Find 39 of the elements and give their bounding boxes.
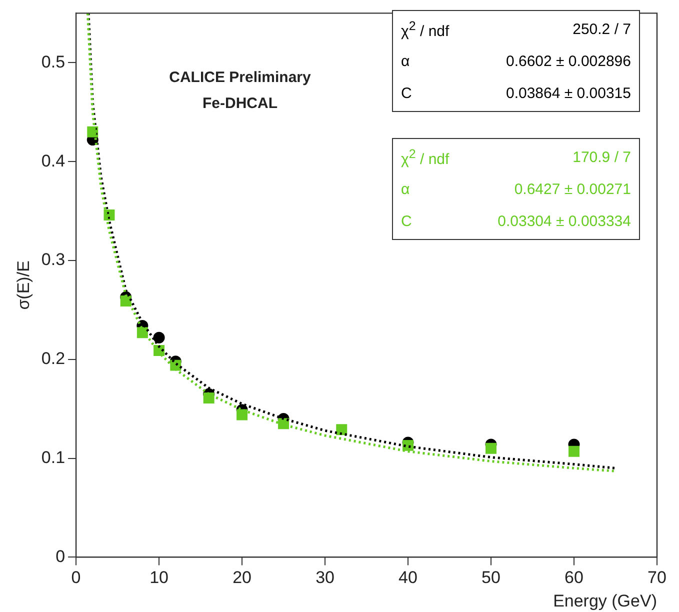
x-tick-label: 50 — [482, 568, 500, 588]
annotation: χ$^{2}$ / ndf — [401, 146, 450, 168]
point — [486, 442, 496, 454]
y-tick-label: 0 — [56, 546, 66, 566]
y-axis-title: σ(E)/E — [14, 260, 33, 310]
point — [203, 392, 214, 404]
annotation: χ$^{2}$ / ndf — [401, 18, 450, 40]
annotation: 0.6602 ± 0.002896 — [506, 52, 631, 70]
annotation: C — [401, 212, 412, 230]
annotation: 0.03864 ± 0.00315 — [506, 84, 631, 102]
annotation: α — [401, 180, 410, 198]
x-tick-label: 10 — [150, 568, 168, 588]
y-tick-label: 0.4 — [41, 151, 66, 170]
y-tick-label: 0.5 — [41, 52, 66, 72]
annotation: 0.03304 ± 0.003334 — [498, 212, 631, 230]
point — [236, 409, 248, 420]
x-tick-label: 40 — [398, 568, 418, 588]
annotation: α — [401, 52, 410, 70]
annotation: CALICE Preliminary — [168, 68, 312, 88]
annotation: 0.6427 ± 0.00271 — [514, 180, 631, 198]
x-tick-label: 60 — [564, 568, 584, 588]
x-axis-title: Energy (GeV) — [553, 591, 657, 610]
point — [568, 446, 580, 457]
x-tick-label: 20 — [232, 568, 252, 588]
y-tick-label: 0.3 — [41, 250, 66, 270]
annotation: 170.9 / 7 — [572, 148, 631, 166]
y-tick-label: 0.2 — [41, 349, 66, 368]
annotation: Fe-DHCAL — [202, 94, 278, 114]
x-tick-label: 70 — [648, 568, 666, 588]
x-tick-label: 0 — [71, 568, 81, 588]
point — [120, 296, 132, 307]
point — [336, 424, 348, 436]
annotation: 250.2 / 7 — [572, 20, 631, 38]
annotation: C — [401, 84, 412, 102]
y-tick-label: 0.1 — [41, 448, 66, 467]
x-tick-label: 30 — [316, 568, 334, 588]
point — [87, 126, 98, 138]
point — [153, 332, 165, 344]
point — [136, 327, 148, 338]
